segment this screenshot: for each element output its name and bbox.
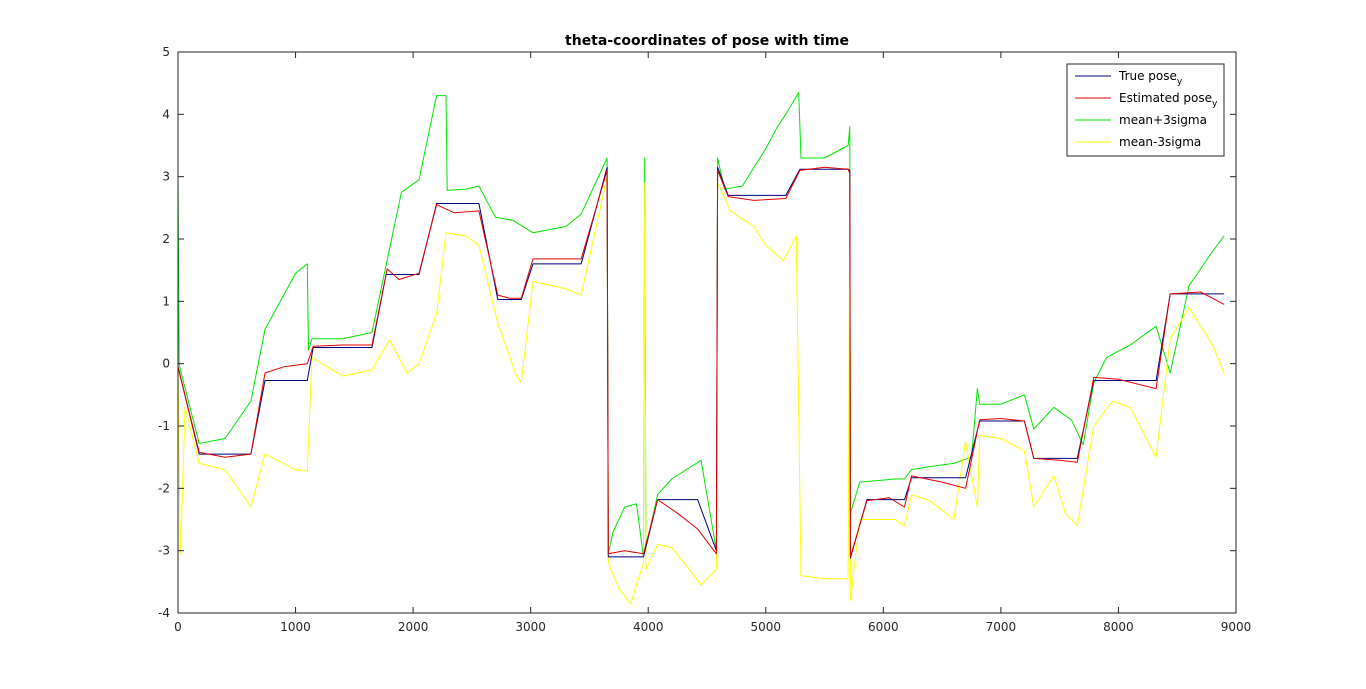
y-tick-label: 5 — [162, 45, 170, 59]
legend-entry: mean+3sigma — [1119, 113, 1207, 127]
y-axis: -4 -3 -2 -1 0 1 2 3 4 5 — [158, 45, 1236, 620]
x-tick-label: 0 — [174, 620, 182, 634]
legend: True posey Estimated posey mean+3sigma mean… — [1066, 63, 1225, 157]
y-tick-label: -4 — [158, 606, 170, 620]
x-tick-label: 8000 — [1103, 620, 1134, 634]
x-tick-label: 6000 — [868, 620, 899, 634]
y-tick-label: 0 — [162, 357, 170, 371]
x-tick-label: 5000 — [751, 620, 782, 634]
series-line-3 — [178, 176, 1225, 605]
x-tick-label: 9000 — [1221, 620, 1252, 634]
y-tick-label: 2 — [162, 232, 170, 246]
y-tick-label: 3 — [162, 170, 170, 184]
plot-area-frame — [177, 51, 1237, 614]
x-tick-label: 3000 — [515, 620, 546, 634]
legend-entry: Estimated posey — [1119, 91, 1218, 109]
x-tick-label: 7000 — [986, 620, 1017, 634]
x-tick-label: 4000 — [633, 620, 664, 634]
y-tick-label: 4 — [162, 107, 170, 121]
y-tick-label: -1 — [158, 419, 170, 433]
legend-box — [1066, 63, 1225, 157]
legend-entry: True posey — [1118, 69, 1183, 87]
y-tick-label: 1 — [162, 294, 170, 308]
x-tick-label: 2000 — [398, 620, 429, 634]
y-tick-label: -3 — [158, 544, 170, 558]
y-tick-label: -2 — [158, 481, 170, 495]
legend-entry: mean-3sigma — [1119, 135, 1201, 149]
series-line-1 — [178, 166, 1225, 558]
x-tick-label: 1000 — [280, 620, 311, 634]
chart-title: theta-coordinates of pose with time — [565, 33, 849, 49]
x-axis: 0 1000 2000 3000 4000 5000 6000 7000 8000 9000 — [174, 52, 1251, 634]
series-layer — [178, 92, 1225, 605]
series-line-2 — [178, 92, 1225, 558]
